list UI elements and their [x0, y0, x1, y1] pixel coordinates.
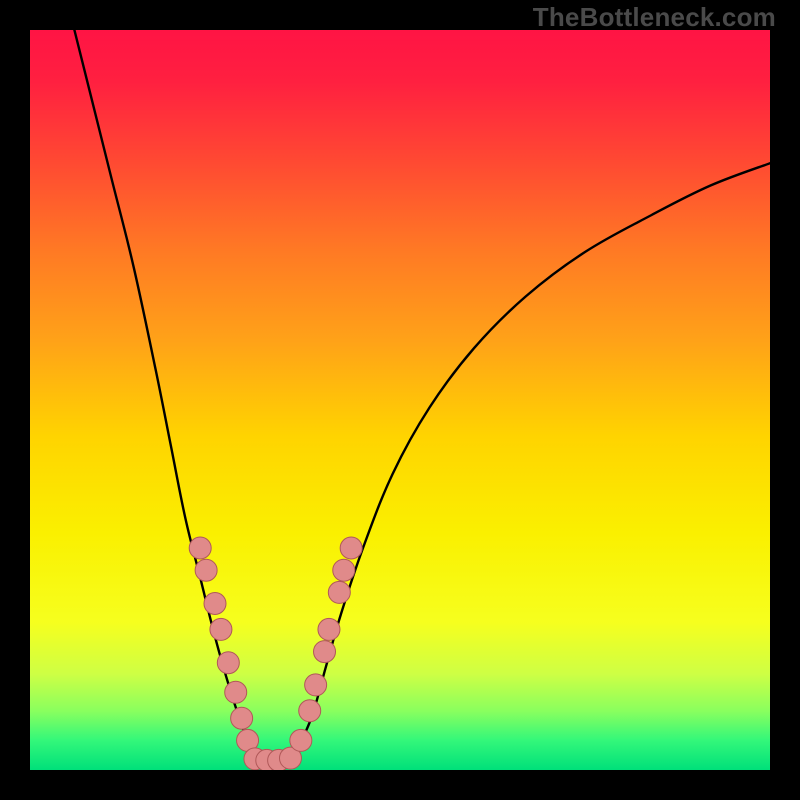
data-marker: [340, 537, 362, 559]
data-marker: [314, 641, 336, 663]
watermark-text: TheBottleneck.com: [533, 2, 776, 33]
data-marker: [318, 618, 340, 640]
data-marker: [328, 581, 350, 603]
data-marker: [204, 593, 226, 615]
data-marker: [195, 559, 217, 581]
data-marker: [189, 537, 211, 559]
data-marker: [231, 707, 253, 729]
data-marker: [217, 652, 239, 674]
chart-frame: TheBottleneck.com: [0, 0, 800, 800]
data-marker: [290, 729, 312, 751]
data-marker: [299, 700, 321, 722]
data-marker: [333, 559, 355, 581]
plot-background: [30, 30, 770, 770]
data-marker: [210, 618, 232, 640]
chart-svg: [0, 0, 800, 800]
data-marker: [305, 674, 327, 696]
data-marker: [225, 681, 247, 703]
